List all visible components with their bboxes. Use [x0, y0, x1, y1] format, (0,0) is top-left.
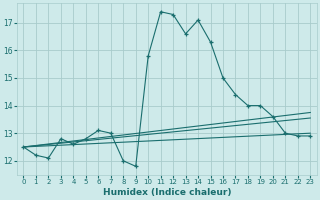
X-axis label: Humidex (Indice chaleur): Humidex (Indice chaleur): [103, 188, 231, 197]
